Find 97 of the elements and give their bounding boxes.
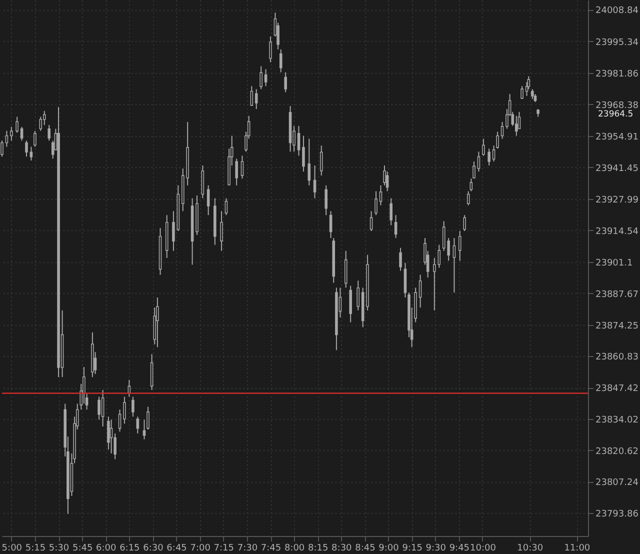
x-tick-label: 7:00 [190,544,211,554]
candlestick [370,210,373,232]
candlestick [531,88,534,100]
candlestick [269,36,272,63]
candlestick [206,184,210,216]
candlestick [224,198,228,216]
y-tick-label: 23995.34 [596,38,639,48]
candlestick [42,110,46,126]
y-tick-label: 23887.67 [596,290,638,300]
candlestick [500,121,504,140]
candlestick [470,178,473,192]
candlestick [520,86,524,100]
x-tick-label: 6:30 [143,544,164,554]
candlestick [240,155,244,180]
x-tick-label: 9:15 [402,544,422,554]
candlestick [220,210,223,252]
y-tick-label: 23981.86 [596,69,639,80]
y-tick-label: 23968.38 [596,100,639,111]
candlestick [260,66,262,90]
candlestick [156,296,159,348]
x-tick-label: 6:00 [96,544,117,554]
candlestick [463,214,466,232]
x-tick-label: 7:30 [237,544,258,554]
candlestick [110,419,113,454]
candlestick [394,214,398,239]
x-tick-label: 11:00 [564,544,590,554]
y-tick-label: 23901.1 [596,258,633,268]
x-tick-label: 9:30 [426,544,446,554]
y-tick-label: 23847.42 [596,384,638,394]
x-tick-label: 9:00 [378,544,400,554]
candlestick [264,68,268,87]
candlestick [10,126,13,142]
x-tick-label: 5:45 [72,544,93,554]
candlestick [320,145,323,176]
y-tick-label: 23941.45 [596,164,638,174]
x-tick-label: 10:30 [517,544,544,554]
x-tick-label: 6:15 [120,544,140,554]
y-tick-label: 23954.91 [596,132,638,142]
x-tick-label: 9:45 [449,544,470,554]
candlestick [324,184,328,216]
candlestick [254,88,258,110]
x-tick-label: 5:30 [48,544,70,554]
x-tick-label: 5:15 [25,544,46,554]
candlestick [349,285,352,323]
candlestick [25,140,28,158]
y-tick-label: 24008.84 [596,6,639,16]
candlestick [98,396,100,420]
x-tick-label: 8:00 [284,544,305,554]
x-tick-label: 8:45 [355,544,376,554]
x-tick-label: 10:00 [470,544,496,554]
candlestick [123,396,126,424]
candlestick [458,230,462,262]
candlestick [356,280,360,311]
candlestick [284,72,287,93]
candlestick [30,146,33,162]
candlestick [477,151,480,172]
candlestick [235,158,238,186]
candlestick [488,148,490,166]
candlestick [132,396,134,418]
candlestick [482,138,485,156]
y-tick-label: 23807.24 [596,478,639,488]
y-tick-label: 23874.25 [596,321,638,332]
candlestick [374,190,378,216]
candlestick [390,198,392,226]
x-tick-label: 5:00 [2,544,22,554]
candlestick [472,161,476,180]
candlestick [344,250,348,288]
candlestick [16,116,18,134]
candlestick [313,164,316,199]
candlestick [101,389,104,427]
candlestick [399,247,402,272]
x-tick-label: 6:45 [166,544,187,554]
y-tick-label: 23820.62 [596,446,638,457]
x-tick-label: 8:15 [308,544,328,554]
y-tick-label: 23860.83 [596,352,638,363]
candlestick [302,135,305,172]
candlestick [34,130,36,148]
y-tick-label: 23793.86 [596,509,639,520]
candlestick [379,184,382,206]
candlestick [136,416,140,434]
candlestick [172,210,175,252]
text: 23964.5 [598,110,634,120]
y-tick-label: 23927.99 [596,195,639,206]
y-tick-label: 23914.54 [596,226,639,237]
candlestick [515,115,518,136]
x-tick-label: 8:30 [332,544,352,554]
candlestick [308,138,311,186]
candlestick [107,416,110,450]
x-tick-label: 7:15 [214,544,234,554]
candlestick [39,116,42,132]
candlestick [466,190,470,206]
candlestick [20,126,24,142]
candlestick [452,238,456,294]
y-tick-label: 23834.02 [596,415,638,426]
candlestick [279,48,282,73]
candlestick [48,124,51,142]
x-tick-label: 7:45 [260,544,282,554]
